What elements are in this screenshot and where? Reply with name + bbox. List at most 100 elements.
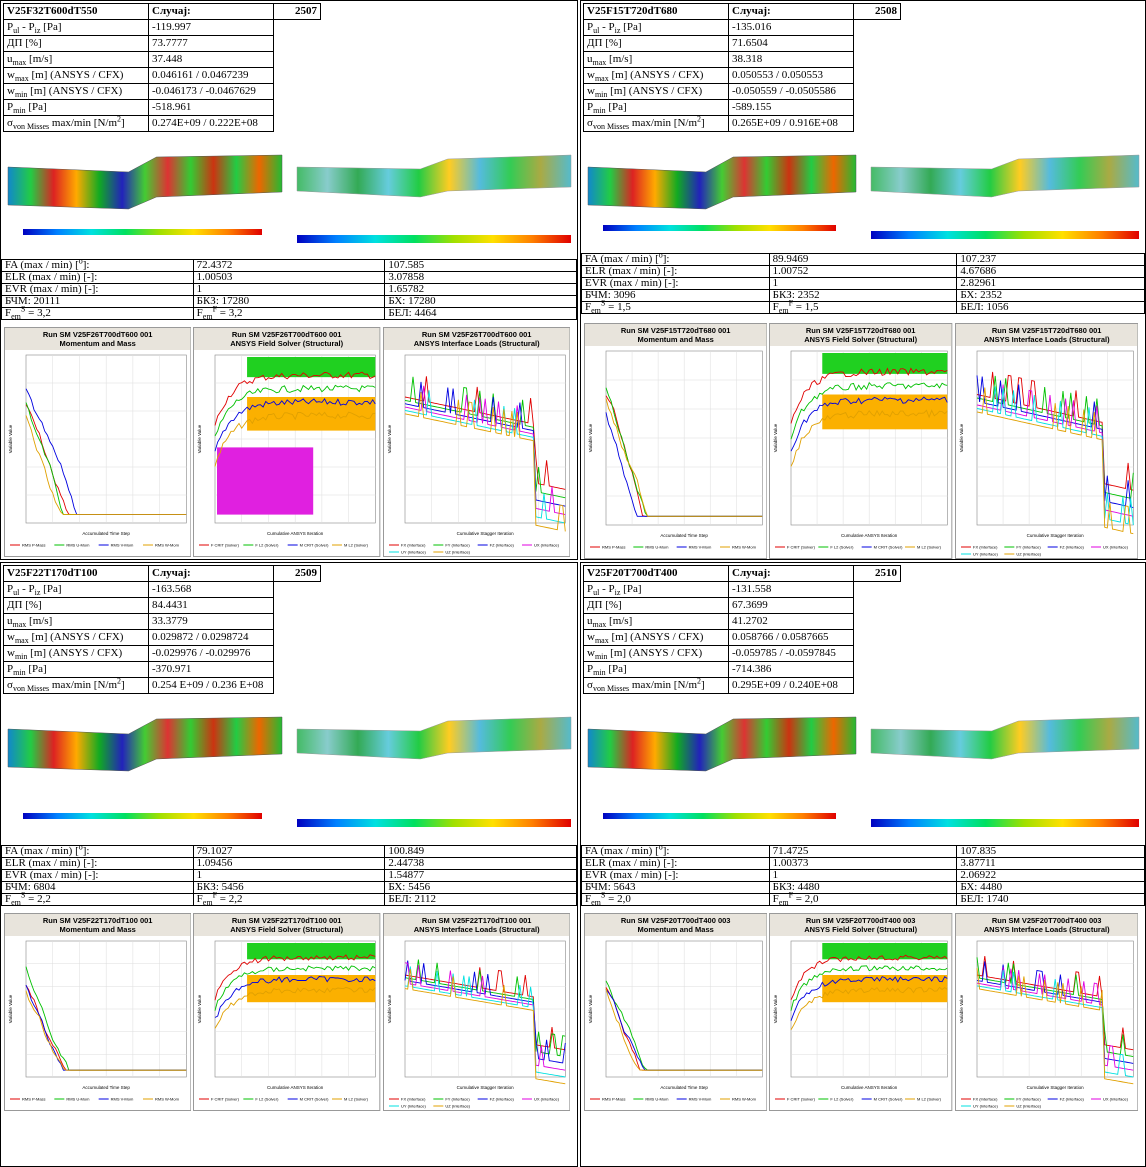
- param-label: wmin [m] (ANSYS / CFX): [3, 645, 149, 662]
- metric-label: EVR (max / min) [-]:: [1, 283, 194, 296]
- row: ДП [%] 71.6504: [583, 35, 901, 52]
- metric-label: ELR (max / min) [-]:: [581, 265, 770, 278]
- text: u: [7, 615, 13, 627]
- subscript: min: [13, 106, 26, 116]
- row: V25F32T600dT550 Случај: 2507: [3, 3, 321, 20]
- subscript: max: [592, 620, 607, 630]
- series-line: [976, 968, 1134, 1085]
- param-label: umax [m/s]: [3, 613, 149, 630]
- subscript: von Misses: [592, 684, 630, 694]
- row: wmin [m] (ANSYS / CFX) -0.050559 / -0.050…: [583, 83, 901, 100]
- chart-header: [585, 324, 767, 346]
- text: [m] (ANSYS / CFX): [608, 631, 704, 643]
- color-bar: [603, 225, 836, 231]
- param-label: wmin [m] (ANSYS / CFX): [3, 83, 149, 100]
- row: umax [m/s] 38.318: [583, 51, 901, 68]
- text: = 3,2: [217, 307, 243, 319]
- chart-header: [194, 914, 380, 936]
- series-line: [790, 965, 948, 1011]
- row: σvon Misses max/min [N/m2] 0.295E+09 / 0.…: [583, 677, 901, 694]
- param-label: σvon Misses max/min [N/m2]: [3, 677, 149, 694]
- row: σvon Misses max/min [N/m2] 0.265E+09 / 0.…: [583, 115, 901, 132]
- y-axis-title: Variable Value: [588, 423, 593, 452]
- count-cell: БЕЛ: 1056: [956, 301, 1145, 314]
- text: F: [196, 307, 203, 319]
- series-line: [790, 367, 948, 424]
- superscript: o: [658, 842, 663, 852]
- count-cell: БКЗ: 4480: [768, 881, 958, 894]
- series-line: [404, 966, 566, 1078]
- chart-header: [383, 914, 569, 936]
- band: [822, 394, 948, 430]
- subscript: em: [778, 306, 789, 316]
- text: [m] (ANSYS / CFX): [28, 69, 124, 81]
- text: = 2,2: [217, 893, 243, 905]
- text: = 2,0: [793, 893, 819, 905]
- legend-label: FY (Interface): [445, 1097, 470, 1102]
- param-value: -0.059785 / -0.0597845: [728, 645, 854, 662]
- color-bar: [871, 231, 1139, 239]
- result-images: [587, 716, 1140, 827]
- param-value: 0.058766 / 0.0587665: [728, 629, 854, 646]
- legend-label: F CRIT (Solver): [787, 1097, 816, 1102]
- series-line: [214, 397, 377, 452]
- subscript: em: [202, 312, 213, 322]
- count-cell: БЕЛ: 1740: [956, 893, 1145, 906]
- param-value: 38.318: [728, 51, 854, 68]
- y-axis-title: Variable Value: [588, 994, 593, 1023]
- series-line: [404, 962, 566, 1071]
- series-line: [790, 396, 949, 452]
- chart-header: [955, 914, 1137, 936]
- row: FemS = 1,5 FemF = 1,5 БЕЛ: 1056: [581, 299, 1145, 316]
- text: ]: [701, 679, 705, 691]
- row: ДП [%] 84.4431: [3, 597, 321, 614]
- text: u: [7, 53, 13, 65]
- count-cell: FemS = 1,5: [581, 299, 770, 315]
- series-line: [404, 376, 566, 499]
- x-axis-title: Cumulative Stagger Iteration: [456, 531, 514, 536]
- series-line: [404, 381, 566, 507]
- param-value: -518.961: [148, 99, 274, 116]
- legend-label: UZ (Interface): [1016, 552, 1041, 557]
- text: max/min [N/m: [49, 679, 117, 691]
- metric-value: 1.00752: [768, 265, 958, 278]
- chart-subtitle: Momentum and Mass: [60, 925, 136, 934]
- legend-label: RMS W-Mom: [155, 1097, 180, 1102]
- text: FA (max / min) [: [585, 845, 659, 857]
- text: F: [5, 307, 12, 319]
- row: ELR (max / min) [-]: 1.00373 3.87711: [581, 857, 1145, 870]
- text: ]:: [82, 259, 90, 271]
- series-line: [976, 387, 1134, 535]
- row: wmax [m] (ANSYS / CFX) 0.029872 / 0.02987…: [3, 629, 321, 646]
- text: = 2,0: [605, 893, 631, 905]
- band: [217, 447, 314, 515]
- text: w: [7, 69, 15, 81]
- legend-label: F CRIT (Solver): [787, 545, 816, 550]
- text: [m] (ANSYS / CFX): [27, 647, 123, 659]
- legend-label: UY (Interface): [973, 552, 998, 557]
- superscript: 2: [117, 114, 121, 124]
- row: wmax [m] (ANSYS / CFX) 0.046161 / 0.04672…: [3, 67, 321, 84]
- param-label: Pmin [Pa]: [583, 99, 729, 116]
- case-panel: V25F22T170dT100 Случај: 2509 Pul - Piz [Pa]…: [0, 562, 578, 1167]
- x-axis-title: Cumulative ANSYS Iteration: [267, 531, 324, 536]
- count-cell: БЧМ: 5643: [581, 881, 770, 894]
- chart-title: Run SM V25F20T700dT400 003: [806, 916, 916, 925]
- text: F: [585, 301, 592, 313]
- chart-subtitle: ANSYS Interface Loads (Structural): [983, 335, 1109, 344]
- case-panel: V25F20T700dT400 Случај: 2510 Pul - Piz [Pa]…: [580, 562, 1146, 1167]
- row: wmin [m] (ANSYS / CFX) -0.059785 / -0.059…: [583, 645, 901, 662]
- series-line: [976, 386, 1134, 526]
- text: P: [7, 21, 14, 33]
- param-value: 0.295E+09 / 0.240E+08: [728, 677, 854, 694]
- param-value: 33.3779: [148, 613, 274, 630]
- text: [m/s]: [606, 615, 633, 627]
- subscript: min: [594, 652, 608, 662]
- legend-label: FX (Interface): [401, 543, 426, 548]
- param-value: 0.254 E+09 / 0.236 E+08: [148, 677, 274, 694]
- param-value: 41.2702: [728, 613, 854, 630]
